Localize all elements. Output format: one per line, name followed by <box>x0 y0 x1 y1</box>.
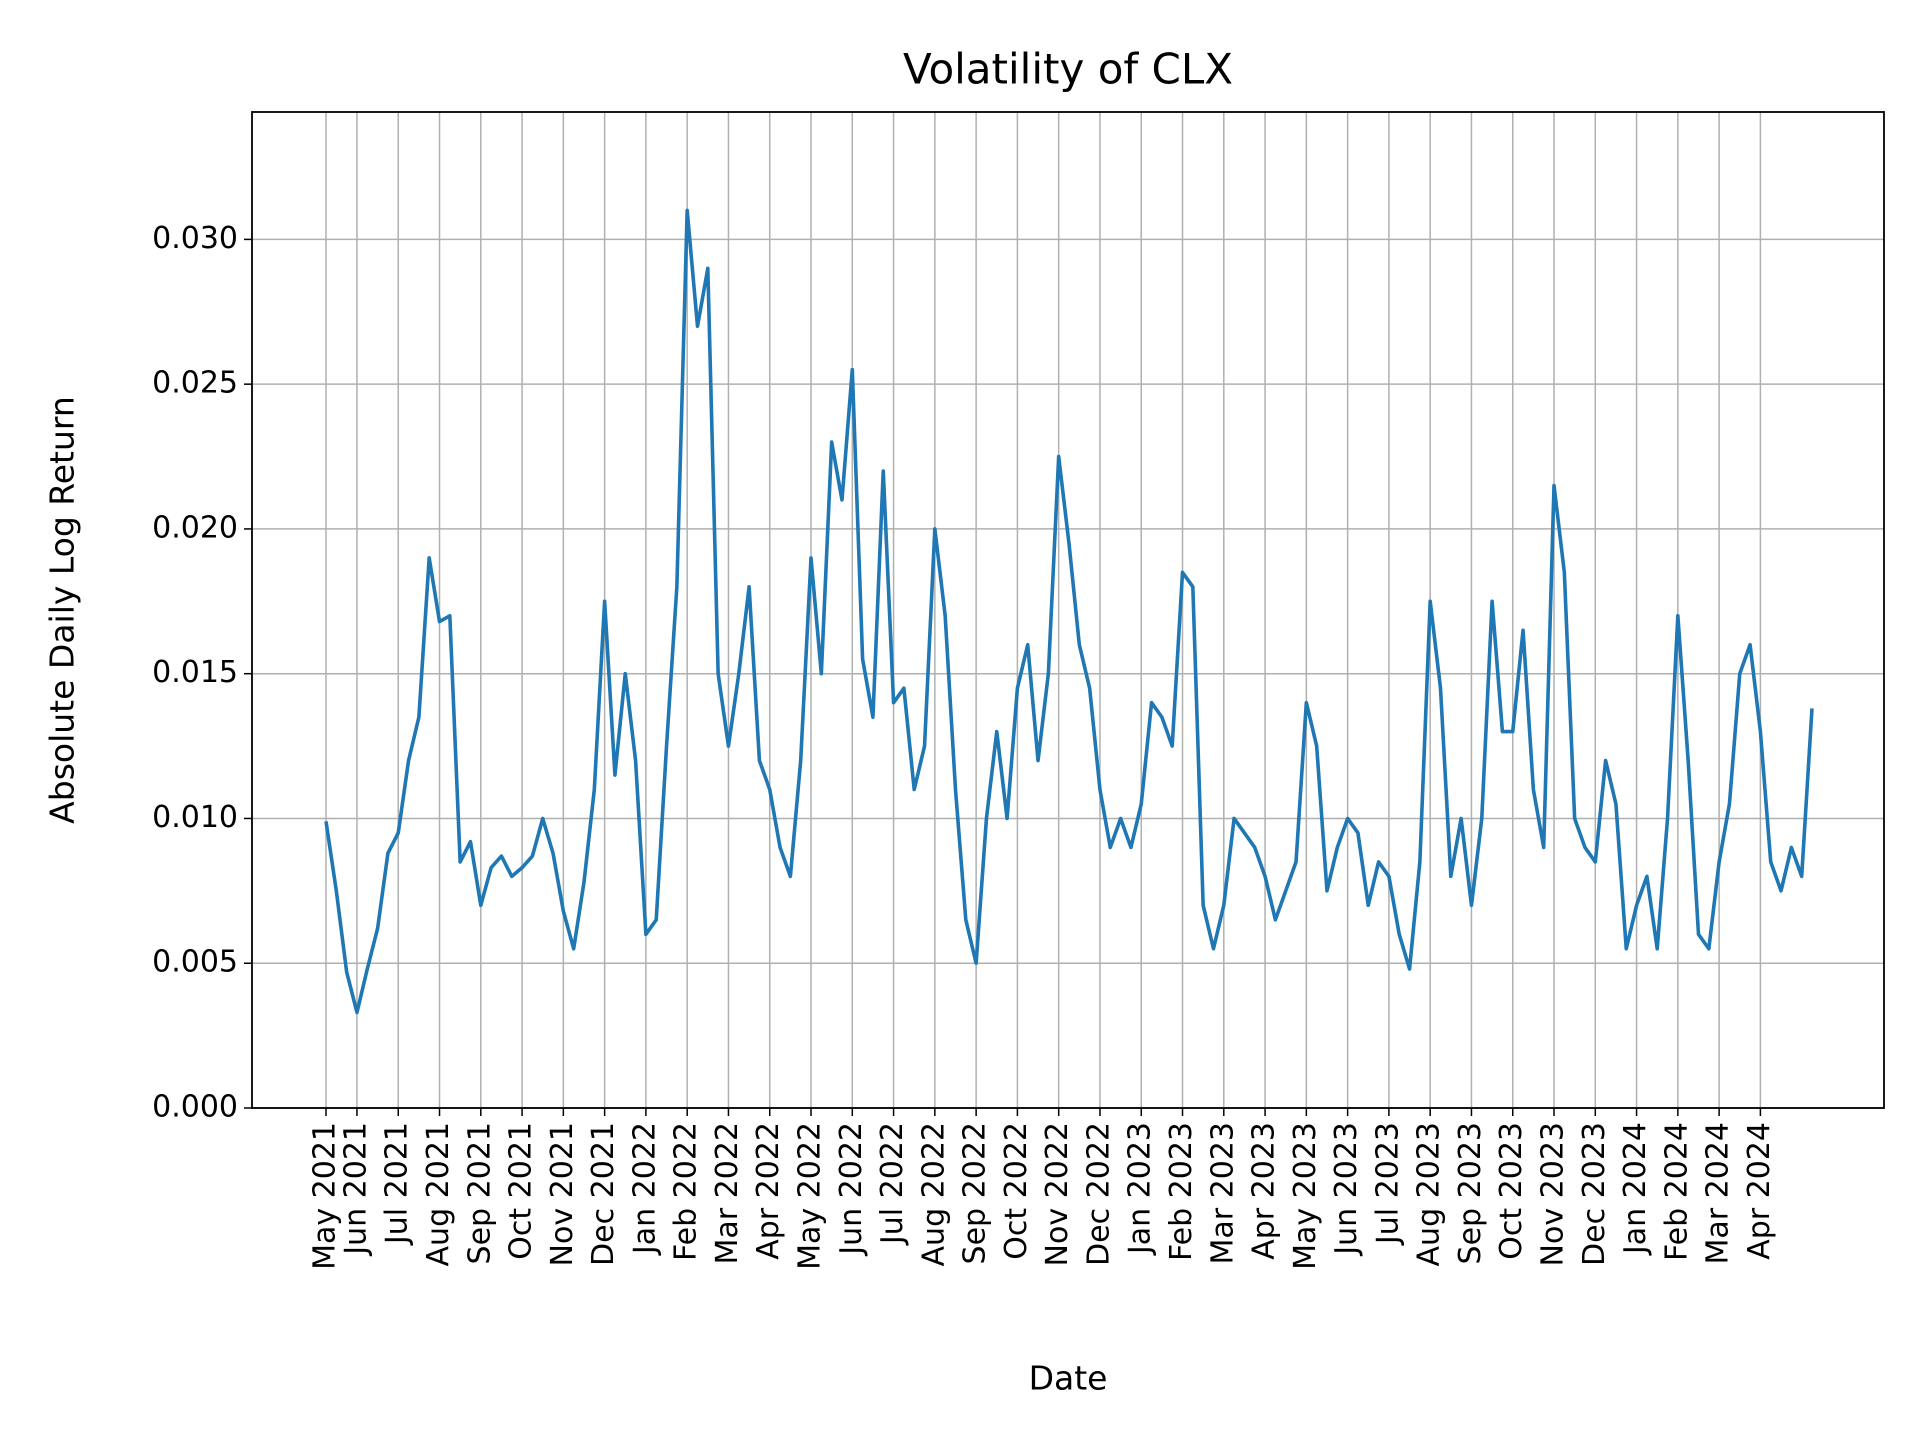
x-tick-label: Oct 2022 <box>999 1122 1034 1260</box>
x-tick-label: Aug 2022 <box>916 1122 951 1266</box>
x-tick-label: Mar 2023 <box>1205 1122 1240 1265</box>
x-tick-label: Sep 2023 <box>1453 1122 1488 1264</box>
y-tick-label: 0.020 <box>152 510 238 545</box>
x-tick-label: Jul 2021 <box>380 1122 415 1246</box>
x-tick-label: Mar 2024 <box>1701 1122 1736 1265</box>
x-tick-label: Apr 2023 <box>1247 1122 1282 1260</box>
x-tick-label: Sep 2021 <box>462 1122 497 1264</box>
x-tick-label: Aug 2021 <box>421 1122 456 1266</box>
data-line <box>324 208 1814 1015</box>
x-tick-label: May 2023 <box>1288 1122 1323 1270</box>
x-tick-label: Sep 2022 <box>958 1122 993 1264</box>
x-tick-label: Jan 2022 <box>627 1122 662 1256</box>
x-tick-label: Jul 2022 <box>875 1122 910 1246</box>
x-tick-label: Apr 2022 <box>751 1122 786 1260</box>
x-tick-label: Jan 2024 <box>1618 1122 1653 1256</box>
x-tick-label: Nov 2023 <box>1536 1122 1571 1266</box>
x-tick-label: Dec 2022 <box>1081 1122 1116 1266</box>
x-tick-label: Dec 2021 <box>586 1122 621 1266</box>
x-tick-label: Jun 2023 <box>1329 1122 1364 1257</box>
y-tick-label: 0.025 <box>152 366 238 401</box>
x-tick-label: Dec 2023 <box>1577 1122 1612 1266</box>
x-tick-label: Feb 2024 <box>1659 1122 1694 1261</box>
plot-frame <box>251 111 1885 1109</box>
chart-title: Volatility of CLX <box>903 45 1233 94</box>
y-tick-label: 0.010 <box>152 800 238 835</box>
x-tick-label: Aug 2023 <box>1412 1122 1447 1266</box>
x-tick-label: Feb 2023 <box>1164 1122 1199 1261</box>
x-tick-label: Oct 2023 <box>1494 1122 1529 1260</box>
x-tick-label: Apr 2024 <box>1742 1122 1777 1260</box>
y-axis-label: Absolute Daily Log Return <box>43 396 82 824</box>
x-tick-label: Nov 2022 <box>1040 1122 1075 1266</box>
y-tick-label: 0.015 <box>152 655 238 690</box>
x-tick-label: Nov 2021 <box>545 1122 580 1266</box>
x-tick-label: Feb 2022 <box>669 1122 704 1261</box>
y-tick-label: 0.005 <box>152 945 238 980</box>
x-tick-label: Jul 2023 <box>1370 1122 1405 1246</box>
x-tick-label: Mar 2022 <box>710 1122 745 1265</box>
y-tick-label: 0.030 <box>152 221 238 256</box>
x-tick-label: Jun 2022 <box>834 1122 869 1257</box>
y-tick-label: 0.000 <box>152 1090 238 1125</box>
x-tick-label: Jan 2023 <box>1123 1122 1158 1256</box>
x-tick-label: Oct 2021 <box>504 1122 539 1260</box>
x-tick-label: May 2021 <box>308 1122 343 1270</box>
x-axis-label: Date <box>1029 1359 1108 1398</box>
x-tick-label: May 2022 <box>793 1122 828 1270</box>
x-tick-label: Jun 2021 <box>338 1122 373 1257</box>
